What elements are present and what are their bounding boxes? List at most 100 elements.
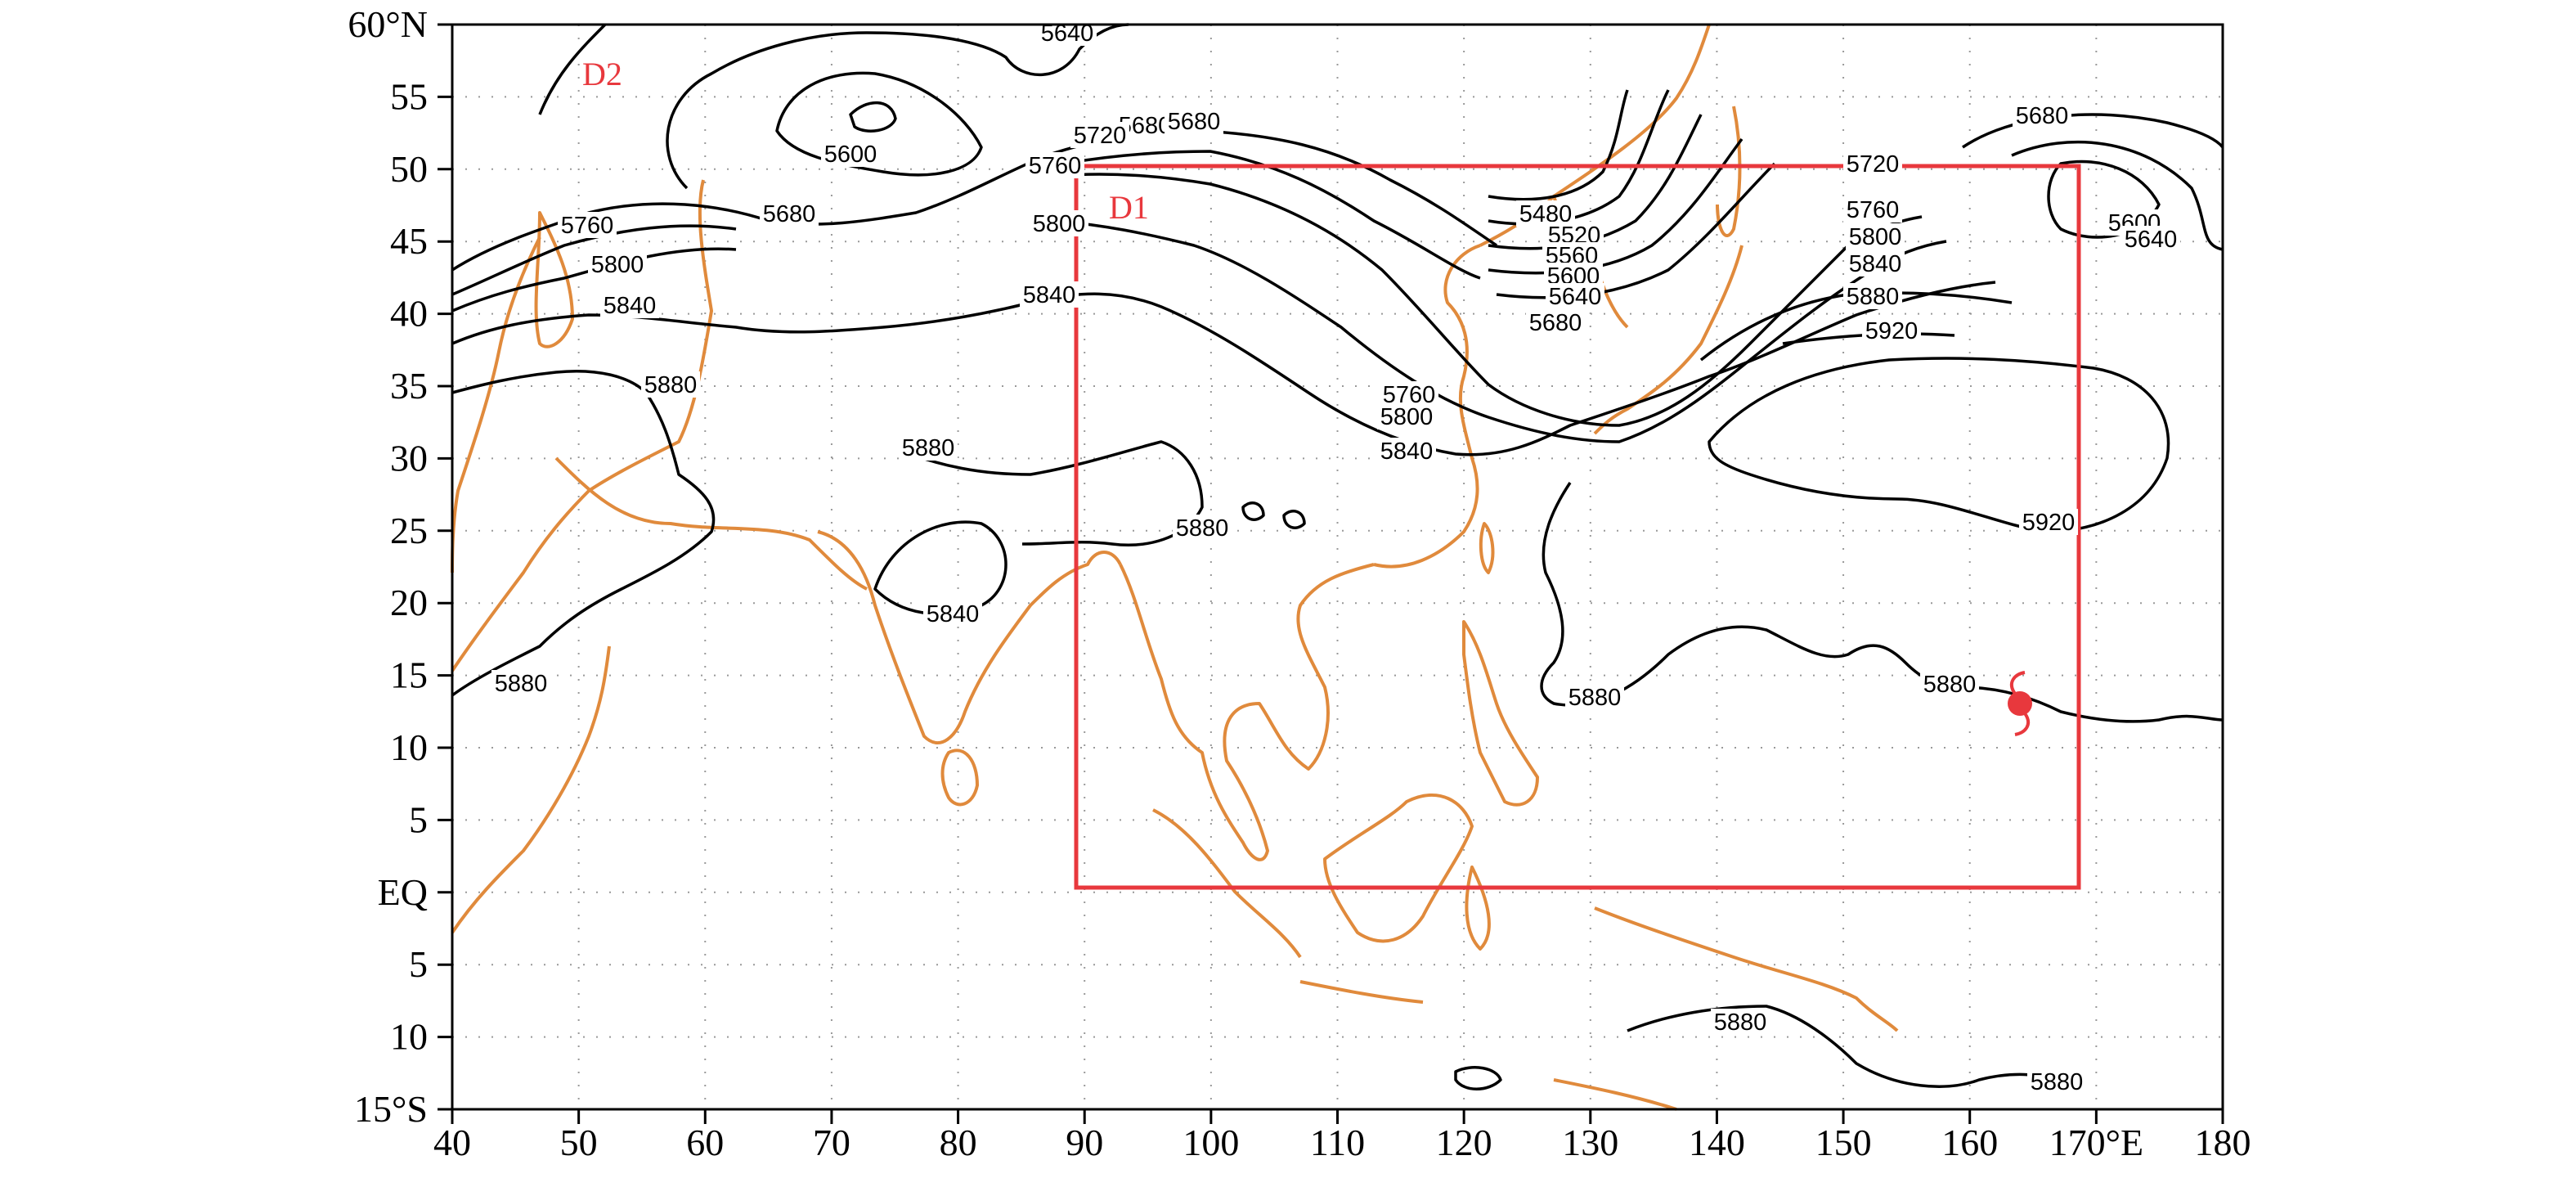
contour-label: 5640: [2125, 227, 2178, 253]
contour-label-bg: [1711, 1009, 1770, 1035]
contour-label: 5880: [644, 372, 698, 398]
lon-tick-label: 150: [1815, 1122, 1872, 1163]
contour-label: 5680: [1168, 109, 1221, 135]
coastline-philippines: [1462, 620, 1539, 807]
contour-5880: [451, 369, 716, 697]
contour-labels: 5640560056805720568057605680576058005800…: [491, 20, 2180, 1095]
contour-label-bg: [1546, 283, 1604, 309]
contour-label: 5920: [2022, 510, 2076, 536]
contour-5840: [451, 281, 1996, 456]
contour-label: 5840: [1849, 251, 1902, 277]
coastline-borneo: [1323, 793, 1474, 943]
contour-label: 5760: [561, 213, 614, 239]
contour-5640-np-low: [2011, 140, 2224, 251]
contour-5880-central: [899, 440, 1204, 546]
contour-5640: [538, 23, 1129, 190]
contour-5880-islet-1: [1241, 501, 1265, 521]
contour-label-bg: [2027, 1068, 2086, 1095]
contour-label: 5800: [591, 252, 644, 278]
contour-label: 5800: [1380, 404, 1434, 430]
contour-label: 5920: [1865, 318, 1919, 344]
contour-5680-np-low: [1962, 113, 2224, 149]
contour-label: 5840: [1380, 438, 1434, 465]
coastline-indochina: [1119, 563, 1375, 861]
lon-tick-label: 110: [1310, 1122, 1365, 1163]
lat-tick-label: EQ: [378, 871, 428, 913]
contour-label-bg: [1380, 381, 1438, 407]
contour-5720: [1062, 150, 1481, 280]
lat-tick-label: 10: [390, 1016, 428, 1058]
lon-tick-label: 140: [1689, 1122, 1745, 1163]
coastline-south-china: [1373, 244, 1481, 569]
contour-label: 5880: [1714, 1009, 1767, 1036]
lon-tick-label: 40: [433, 1122, 471, 1163]
contour-label: 5840: [604, 293, 657, 319]
contour-label: 5720: [1074, 123, 1127, 149]
lat-tick-label: 5: [409, 798, 428, 840]
contour-label-bg: [1025, 152, 1084, 178]
lon-tick-label: 90: [1066, 1122, 1103, 1163]
contour-label: 5880: [1847, 284, 1900, 310]
contour-label-bg: [821, 141, 880, 167]
contour-5880-pacific: [1540, 482, 2224, 723]
axis-ticks: [438, 23, 2224, 1124]
coastline-japan: [1593, 245, 1744, 435]
contour-5920: [1708, 357, 2170, 533]
contour-label-bg: [1070, 122, 1129, 148]
coastline-caspian: [534, 211, 574, 348]
contour-5560: [1488, 114, 1703, 250]
lon-tick-label: 60: [686, 1122, 724, 1163]
contour-label: 5840: [927, 601, 980, 627]
contour-label-bg: [1565, 684, 1624, 710]
lon-tick-label: 130: [1562, 1122, 1618, 1163]
lat-tick-label: 50: [390, 148, 428, 190]
contour-label-bg: [1843, 151, 1902, 177]
contour-label-bg: [1846, 250, 1905, 277]
contour-label: 5680: [763, 201, 816, 227]
contour-5880-islet-2: [1282, 510, 1306, 529]
contour-5480: [1488, 89, 1629, 201]
contour-label-bg: [641, 371, 700, 398]
lat-tick-label: 55: [390, 75, 428, 117]
coastline-east-africa: [451, 645, 611, 934]
coastline-india: [817, 530, 1122, 745]
contour-5880-ng-islet: [1454, 1066, 1502, 1090]
coastline-java: [1299, 980, 1424, 1004]
lon-tick-label: 180: [2195, 1122, 2251, 1163]
contour-label-bg: [2121, 226, 2180, 252]
domain-label-d1: D1: [1109, 189, 1149, 226]
domain-box-d1: [1074, 164, 2081, 890]
lon-tick-label: 80: [940, 1122, 977, 1163]
contour-label-bg: [760, 200, 819, 227]
coastline-new-guinea: [1594, 906, 1899, 1032]
plot-area: [452, 25, 2223, 1109]
lat-tick-label: 10: [390, 726, 428, 768]
contour-label-bg: [899, 434, 958, 461]
contour-5800: [451, 219, 1947, 443]
grid-lines: [452, 25, 2223, 1109]
lat-tick-label: 60°N: [348, 3, 428, 45]
contour-label: 5880: [1176, 515, 1229, 542]
contour-label-bg: [1843, 283, 1902, 309]
lat-tick-label: 30: [390, 437, 428, 479]
contour-label: 5840: [1023, 282, 1076, 308]
coastline-sri-lanka: [940, 749, 979, 807]
coastline-russia-east: [1552, 24, 1711, 198]
contour-label: 5680: [2016, 103, 2069, 129]
contour-label: 5640: [1549, 284, 1602, 310]
contour-5760: [451, 173, 1923, 427]
lat-tick-label: 45: [390, 220, 428, 262]
coastline-sumatra: [1152, 808, 1302, 959]
contour-label-bg: [1377, 403, 1436, 429]
domain-label-d2: D2: [582, 56, 622, 92]
contour-5600-west-low: [849, 101, 897, 133]
contour-label-bg: [588, 251, 647, 277]
coastline-sakhalin: [1716, 106, 1742, 237]
lon-tick-label: 50: [560, 1122, 598, 1163]
contour-label-bg: [923, 600, 982, 627]
lon-tick-label: 120: [1436, 1122, 1492, 1163]
contour-label: 5600: [824, 142, 877, 168]
coastline-arabia: [451, 179, 713, 672]
lat-tick-label: 25: [390, 510, 428, 551]
